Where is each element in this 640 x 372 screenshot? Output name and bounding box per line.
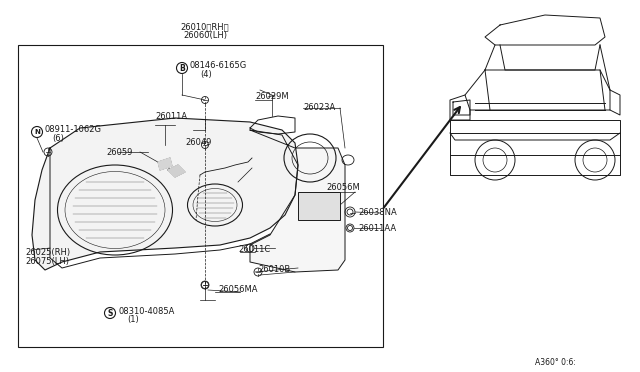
Text: S: S bbox=[108, 308, 113, 317]
Text: (4): (4) bbox=[200, 70, 212, 79]
Text: 26049: 26049 bbox=[185, 138, 211, 147]
Text: 26059: 26059 bbox=[106, 148, 132, 157]
Text: (1): (1) bbox=[127, 315, 139, 324]
Polygon shape bbox=[250, 130, 345, 272]
Polygon shape bbox=[168, 165, 185, 177]
Bar bbox=[298, 192, 340, 220]
Text: 26010B: 26010B bbox=[258, 265, 291, 274]
Text: 26010《RH》: 26010《RH》 bbox=[180, 22, 229, 31]
Text: 08146-6165G: 08146-6165G bbox=[189, 61, 246, 70]
Text: 26038NA: 26038NA bbox=[358, 208, 397, 217]
Text: 08310-4085A: 08310-4085A bbox=[118, 307, 174, 316]
Text: 26075(LH): 26075(LH) bbox=[25, 257, 69, 266]
Polygon shape bbox=[32, 118, 298, 270]
Text: N: N bbox=[34, 129, 40, 135]
Text: 26011AA: 26011AA bbox=[358, 224, 396, 233]
Text: B: B bbox=[179, 64, 185, 73]
Text: 08911-1062G: 08911-1062G bbox=[44, 125, 101, 134]
Text: 26029M: 26029M bbox=[255, 92, 289, 101]
Bar bbox=[18, 45, 383, 347]
Text: 26056M: 26056M bbox=[326, 183, 360, 192]
Text: (6): (6) bbox=[52, 134, 64, 143]
Text: A360° 0:6:: A360° 0:6: bbox=[535, 358, 576, 367]
Text: 26060(LH): 26060(LH) bbox=[183, 31, 227, 40]
Text: 26025(RH): 26025(RH) bbox=[25, 248, 70, 257]
Polygon shape bbox=[158, 158, 172, 170]
Text: 26023A: 26023A bbox=[303, 103, 335, 112]
Text: 26011C: 26011C bbox=[238, 245, 270, 254]
Text: 26011A: 26011A bbox=[155, 112, 187, 121]
Text: 26056MA: 26056MA bbox=[218, 285, 257, 294]
